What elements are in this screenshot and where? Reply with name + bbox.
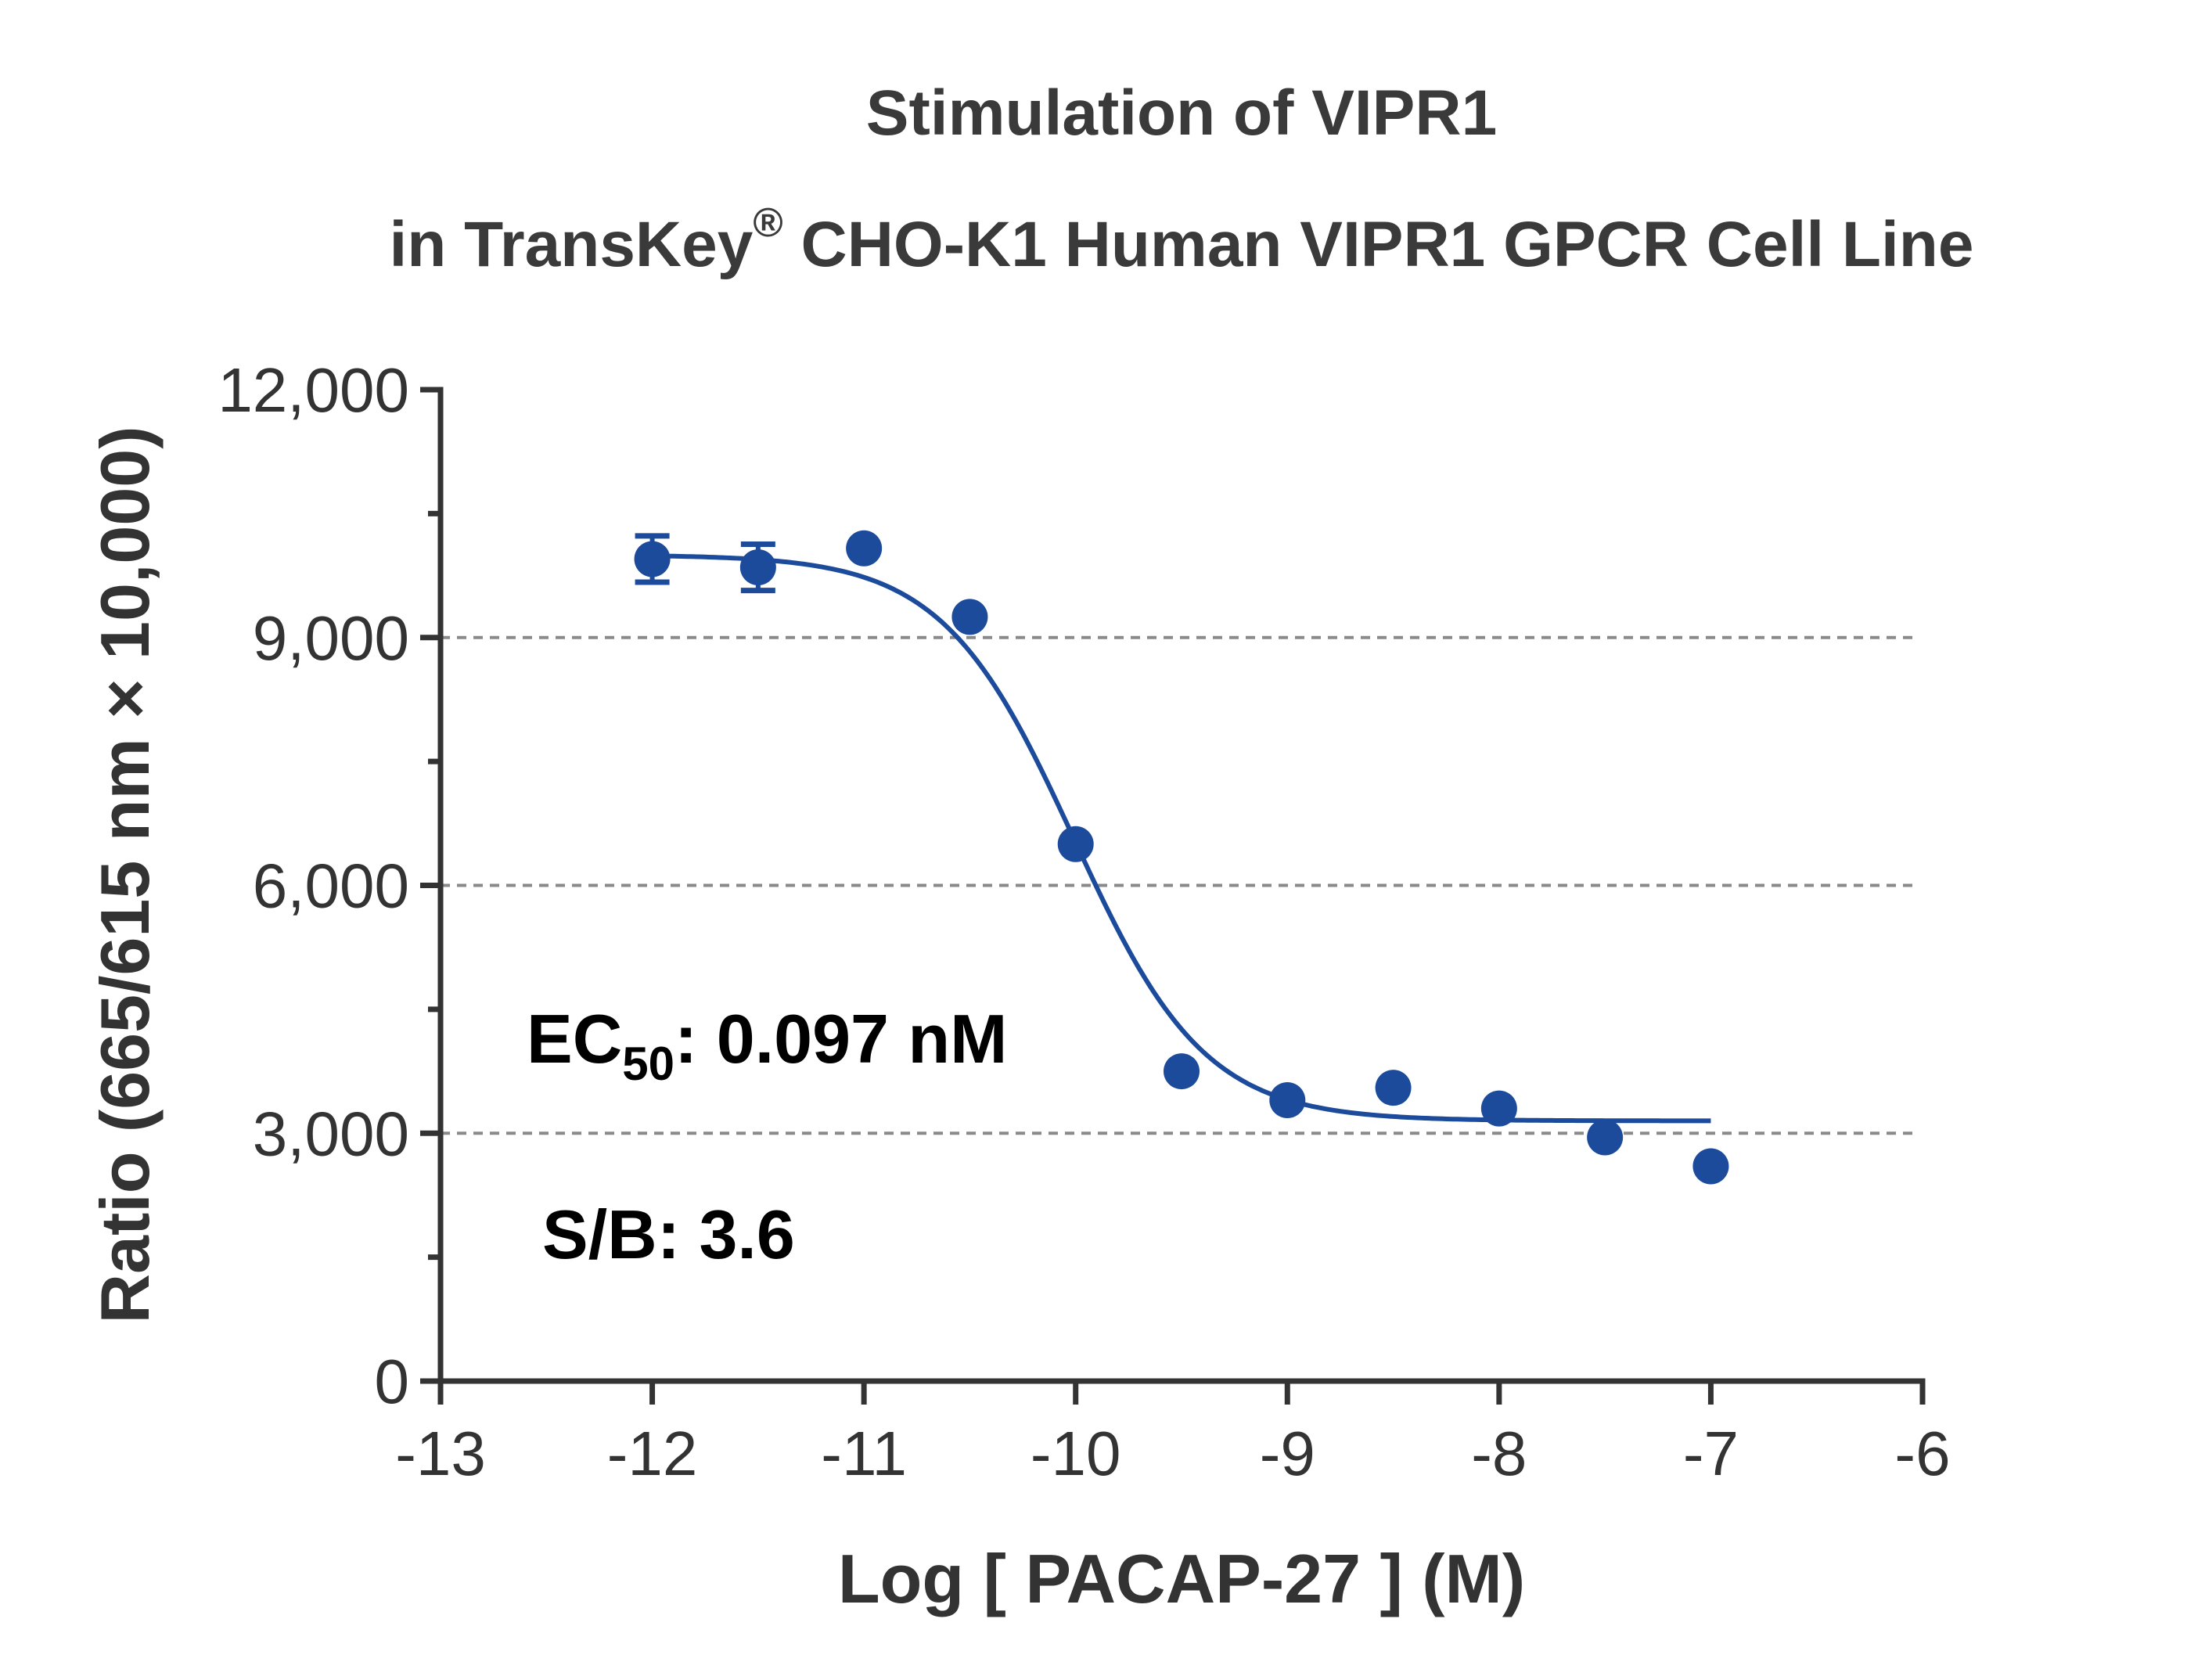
x-axis-ticks: -13 -12 -11 -10 -9 -8 -7 -6 — [395, 1381, 1951, 1488]
data-point — [1375, 1070, 1412, 1106]
x-tick-label: -13 — [395, 1419, 486, 1488]
data-point — [951, 599, 988, 635]
y-tick-label: 12,000 — [218, 355, 409, 425]
y-tick-label: 0 — [375, 1347, 410, 1416]
data-point — [1269, 1082, 1306, 1119]
ec50-prefix: EC — [527, 1000, 622, 1077]
y-axis-ticks: 0 3,000 6,000 9,000 12,000 — [218, 355, 441, 1416]
y-tick-label: 6,000 — [253, 851, 409, 921]
x-tick-label: -10 — [1031, 1419, 1121, 1488]
y-tick-label: 3,000 — [253, 1099, 409, 1168]
x-axis-title: Log [ PACAP-27 ] (M) — [838, 1540, 1525, 1617]
data-point — [1164, 1053, 1200, 1090]
y-tick-label: 9,000 — [253, 603, 409, 673]
fit-curve — [652, 553, 1711, 1124]
x-tick-label: -8 — [1471, 1419, 1527, 1488]
chart-title-line1: Stimulation of VIPR1 — [866, 77, 1497, 149]
chart-title-line2: in TransKey® CHO-K1 Human VIPR1 GPCR Cel… — [390, 200, 1974, 280]
ec50-subscript: 50 — [622, 1038, 674, 1090]
chart-title-line2-pre: in TransKey — [390, 209, 754, 280]
sb-annotation: S/B: 3.6 — [542, 1196, 795, 1273]
data-point — [1480, 1090, 1517, 1127]
ec50-value: : 0.097 nM — [674, 1000, 1007, 1077]
x-tick-label: -6 — [1894, 1419, 1950, 1488]
data-point — [739, 549, 776, 586]
x-tick-label: -12 — [607, 1419, 698, 1488]
chart-title-registered-mark: ® — [753, 200, 782, 246]
data-point — [1057, 826, 1094, 862]
data-point — [846, 530, 883, 567]
x-tick-label: -9 — [1260, 1419, 1315, 1488]
x-tick-label: -7 — [1683, 1419, 1739, 1488]
y-axis-title: Ratio (665/615 nm × 10,000) — [86, 426, 164, 1323]
data-point — [1587, 1119, 1624, 1156]
data-points — [634, 530, 1729, 1185]
chart-title-line2-post: CHO-K1 Human VIPR1 GPCR Cell Line — [783, 209, 1974, 280]
data-point — [1692, 1148, 1729, 1185]
x-tick-label: -11 — [821, 1419, 907, 1488]
data-point — [634, 541, 671, 577]
ec50-annotation: EC50: 0.097 nM — [527, 1000, 1007, 1090]
